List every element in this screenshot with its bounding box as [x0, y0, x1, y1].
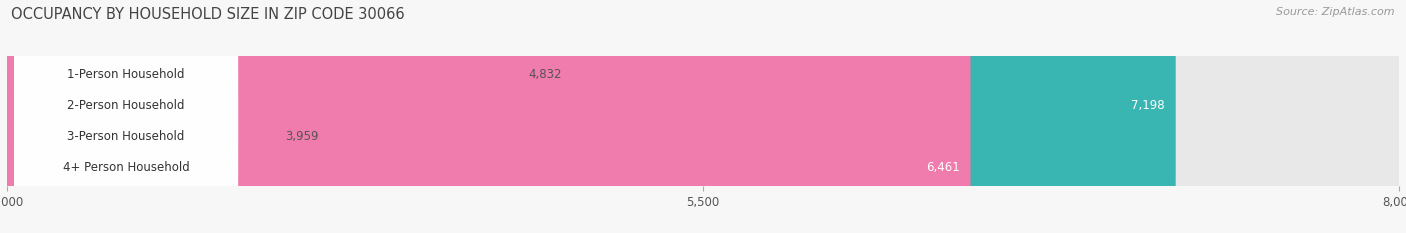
Text: 6,461: 6,461	[925, 161, 959, 174]
FancyBboxPatch shape	[7, 0, 1175, 233]
FancyBboxPatch shape	[14, 0, 238, 233]
Text: 3-Person Household: 3-Person Household	[67, 130, 184, 143]
FancyBboxPatch shape	[14, 0, 238, 233]
FancyBboxPatch shape	[7, 0, 1399, 233]
Text: 7,198: 7,198	[1130, 99, 1164, 112]
Text: OCCUPANCY BY HOUSEHOLD SIZE IN ZIP CODE 30066: OCCUPANCY BY HOUSEHOLD SIZE IN ZIP CODE …	[11, 7, 405, 22]
Text: Source: ZipAtlas.com: Source: ZipAtlas.com	[1277, 7, 1395, 17]
Text: 3,959: 3,959	[285, 130, 319, 143]
FancyBboxPatch shape	[7, 0, 970, 233]
FancyBboxPatch shape	[7, 0, 517, 233]
FancyBboxPatch shape	[7, 0, 1399, 233]
Text: 4,832: 4,832	[529, 69, 561, 82]
FancyBboxPatch shape	[7, 0, 1399, 233]
FancyBboxPatch shape	[7, 0, 1399, 233]
FancyBboxPatch shape	[14, 0, 238, 233]
Text: 4+ Person Household: 4+ Person Household	[63, 161, 190, 174]
FancyBboxPatch shape	[14, 0, 238, 233]
FancyBboxPatch shape	[7, 0, 274, 233]
Text: 2-Person Household: 2-Person Household	[67, 99, 184, 112]
Text: 1-Person Household: 1-Person Household	[67, 69, 184, 82]
